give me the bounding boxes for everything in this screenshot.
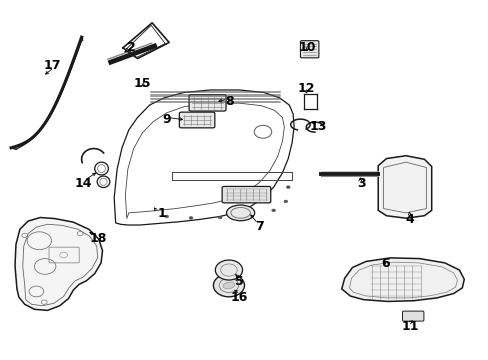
- FancyBboxPatch shape: [300, 41, 318, 58]
- Text: 7: 7: [254, 220, 263, 233]
- Text: 4: 4: [405, 213, 413, 226]
- Text: 8: 8: [225, 95, 234, 108]
- FancyBboxPatch shape: [222, 186, 270, 203]
- Circle shape: [247, 214, 251, 217]
- Circle shape: [164, 215, 168, 218]
- FancyBboxPatch shape: [179, 112, 214, 128]
- Circle shape: [189, 216, 193, 219]
- Text: 10: 10: [298, 41, 316, 54]
- Circle shape: [271, 209, 275, 212]
- FancyBboxPatch shape: [189, 95, 225, 111]
- FancyBboxPatch shape: [402, 311, 423, 321]
- Text: 13: 13: [309, 120, 326, 133]
- Text: 6: 6: [381, 257, 389, 270]
- Circle shape: [284, 200, 287, 203]
- Text: 5: 5: [235, 275, 244, 288]
- Text: 2: 2: [127, 41, 136, 54]
- Text: 12: 12: [297, 82, 315, 95]
- Text: 18: 18: [90, 233, 107, 246]
- Circle shape: [213, 274, 244, 297]
- Text: 15: 15: [133, 77, 151, 90]
- Polygon shape: [341, 258, 463, 301]
- Polygon shape: [377, 156, 431, 218]
- Text: 14: 14: [74, 177, 92, 190]
- Text: 17: 17: [43, 59, 61, 72]
- Text: 16: 16: [230, 291, 248, 305]
- Polygon shape: [15, 217, 102, 310]
- Ellipse shape: [226, 205, 254, 221]
- Text: 11: 11: [400, 320, 418, 333]
- Circle shape: [218, 216, 222, 219]
- Text: 9: 9: [162, 113, 171, 126]
- Text: 3: 3: [356, 177, 365, 190]
- Circle shape: [286, 186, 289, 189]
- Ellipse shape: [223, 282, 234, 289]
- Text: 1: 1: [157, 207, 166, 220]
- Circle shape: [215, 260, 242, 280]
